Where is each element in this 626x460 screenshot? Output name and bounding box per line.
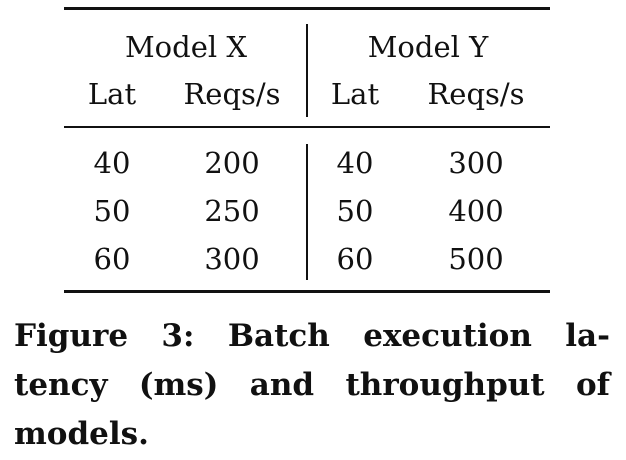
top-rule [64,7,550,10]
table-cell: 50 [336,194,374,228]
table-cell: 60 [336,242,374,276]
subheader-lat-y: Lat [330,77,380,111]
subheader-reqs-x: Reqs/s [183,77,281,111]
subheader-reqs-y: Reqs/s [427,77,525,111]
table-cell: 50 [93,194,131,228]
table-cell: 200 [204,146,260,180]
group-header-model-y: Model Y [367,30,489,64]
table-cell: 40 [336,146,374,180]
table-cell: 60 [93,242,131,276]
table-cell: 40 [93,146,131,180]
body-divider [306,144,308,280]
table-cell: 400 [448,194,504,228]
table-cell: 250 [204,194,260,228]
bottom-rule [64,290,550,293]
subheader-lat-x: Lat [87,77,137,111]
mid-rule [64,126,550,128]
group-header-model-x: Model X [124,30,248,64]
header-divider [306,24,308,117]
table-cell: 300 [204,242,260,276]
figure-caption: Figure 3: Batch execution la-tency (ms) … [14,318,610,452]
table-cell: 500 [448,242,504,276]
table-cell: 300 [448,146,504,180]
